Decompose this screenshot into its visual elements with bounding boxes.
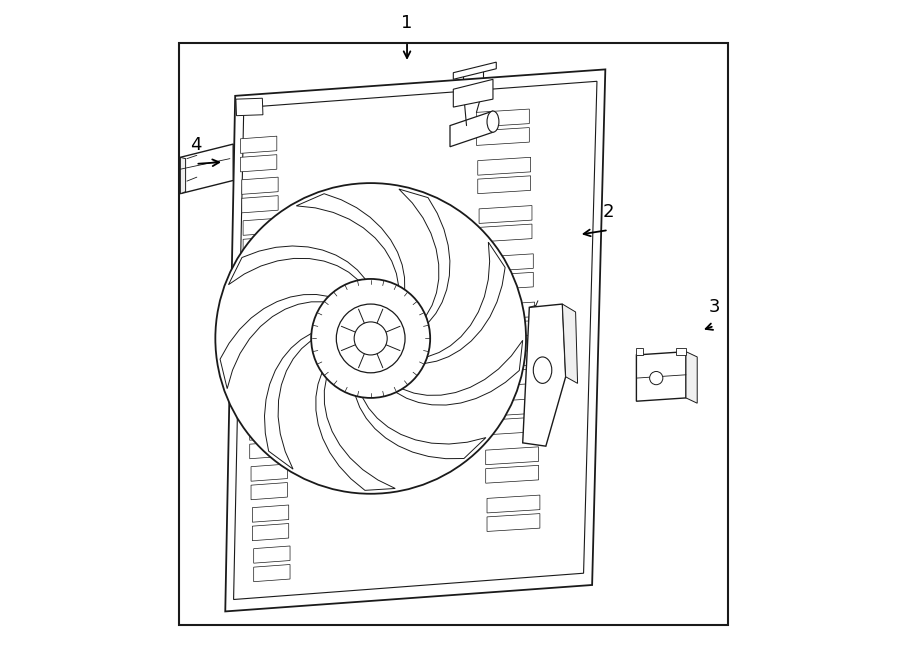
Polygon shape <box>636 352 686 401</box>
Polygon shape <box>676 348 686 355</box>
Circle shape <box>215 183 526 494</box>
Polygon shape <box>225 69 606 611</box>
Polygon shape <box>265 333 311 469</box>
Circle shape <box>650 371 662 385</box>
Polygon shape <box>240 136 277 153</box>
Polygon shape <box>248 360 284 377</box>
Polygon shape <box>245 278 281 295</box>
Polygon shape <box>356 396 486 459</box>
Polygon shape <box>242 177 278 194</box>
Polygon shape <box>180 157 185 194</box>
Polygon shape <box>248 341 284 358</box>
Polygon shape <box>254 564 290 582</box>
Polygon shape <box>234 81 597 600</box>
Polygon shape <box>487 495 540 513</box>
Polygon shape <box>316 373 395 490</box>
Polygon shape <box>252 524 289 541</box>
Polygon shape <box>251 483 287 500</box>
Polygon shape <box>242 196 278 213</box>
Polygon shape <box>562 304 578 383</box>
Polygon shape <box>481 272 534 290</box>
Polygon shape <box>252 505 289 522</box>
Polygon shape <box>251 464 287 481</box>
Polygon shape <box>484 417 537 435</box>
Text: 3: 3 <box>708 298 720 317</box>
Polygon shape <box>482 302 535 320</box>
Polygon shape <box>481 254 534 272</box>
Polygon shape <box>248 401 284 418</box>
Polygon shape <box>399 189 450 323</box>
Polygon shape <box>479 224 532 242</box>
Polygon shape <box>396 340 523 405</box>
Ellipse shape <box>487 111 499 132</box>
Polygon shape <box>482 321 535 338</box>
Circle shape <box>337 304 405 373</box>
Polygon shape <box>486 465 538 483</box>
Polygon shape <box>486 447 538 465</box>
Polygon shape <box>229 246 365 285</box>
Text: 1: 1 <box>401 14 413 32</box>
Polygon shape <box>476 109 529 127</box>
Text: 4: 4 <box>190 136 202 155</box>
Polygon shape <box>478 157 531 175</box>
Polygon shape <box>254 546 290 563</box>
Polygon shape <box>636 348 643 355</box>
Polygon shape <box>243 218 280 235</box>
Polygon shape <box>450 111 493 147</box>
Polygon shape <box>249 442 286 459</box>
Polygon shape <box>487 514 540 531</box>
Polygon shape <box>249 423 286 440</box>
Polygon shape <box>454 62 496 79</box>
Polygon shape <box>484 399 537 416</box>
Polygon shape <box>479 206 532 223</box>
Polygon shape <box>240 155 277 172</box>
Polygon shape <box>220 295 328 389</box>
Polygon shape <box>478 176 531 194</box>
Polygon shape <box>686 352 698 403</box>
Polygon shape <box>483 350 536 368</box>
Text: 2: 2 <box>603 202 615 221</box>
Bar <box>236 98 263 116</box>
Polygon shape <box>248 382 284 399</box>
Polygon shape <box>245 259 281 276</box>
Circle shape <box>311 279 430 398</box>
Polygon shape <box>246 300 282 317</box>
Polygon shape <box>523 304 566 446</box>
Polygon shape <box>476 128 529 145</box>
Polygon shape <box>296 194 405 290</box>
Polygon shape <box>425 242 505 364</box>
Bar <box>179 43 727 625</box>
Polygon shape <box>246 319 282 336</box>
Circle shape <box>355 322 387 355</box>
Polygon shape <box>243 237 280 254</box>
Polygon shape <box>454 79 493 107</box>
Polygon shape <box>483 369 536 387</box>
Ellipse shape <box>534 357 552 383</box>
Polygon shape <box>180 144 233 194</box>
